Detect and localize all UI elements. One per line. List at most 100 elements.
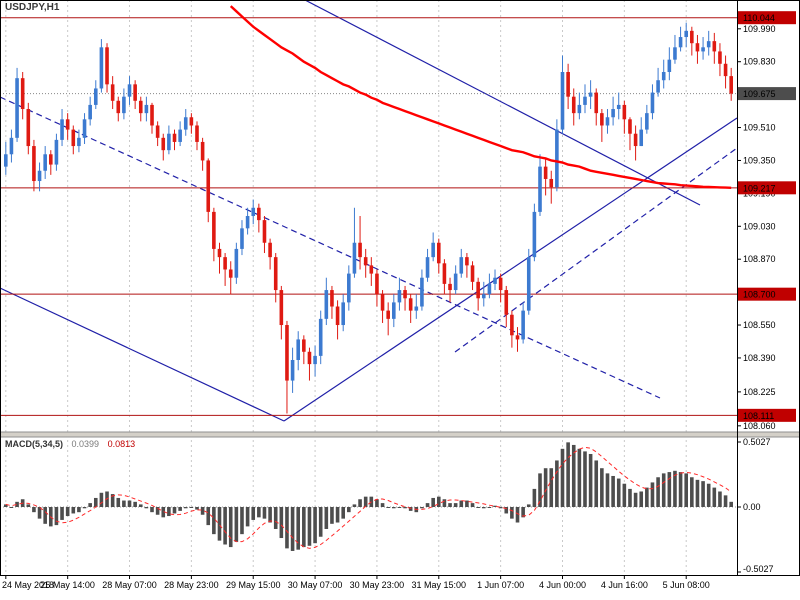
price-tick-label: 108.870 xyxy=(743,254,776,264)
candle-body xyxy=(459,257,464,274)
candle-body xyxy=(363,257,368,266)
candle-body xyxy=(633,133,638,147)
macd-bar xyxy=(380,503,385,507)
candle-body xyxy=(240,228,244,249)
macd-bar xyxy=(82,507,87,509)
candle-body xyxy=(155,125,160,138)
macd-bar xyxy=(526,504,531,507)
level-badge-label: 109.217 xyxy=(743,183,776,193)
macd-bar xyxy=(695,479,700,507)
candle-body xyxy=(65,119,70,130)
price-tick-label: 108.060 xyxy=(743,421,776,431)
candle-body xyxy=(420,277,424,307)
candle-body xyxy=(577,104,582,114)
macd-bar xyxy=(71,507,76,514)
macd-bar xyxy=(476,507,480,508)
price-tick-label: 108.390 xyxy=(743,353,776,363)
candle-body xyxy=(88,104,92,120)
level-badge xyxy=(738,181,796,195)
candle-body xyxy=(555,129,559,188)
candle-body xyxy=(178,129,182,142)
candle-body xyxy=(628,119,632,134)
candle-body xyxy=(200,141,205,161)
candle-body xyxy=(206,160,211,212)
macd-bar xyxy=(127,500,132,507)
candle-body xyxy=(302,339,306,352)
macd-layer xyxy=(0,442,737,551)
macd-bar xyxy=(245,507,250,527)
macd-bar xyxy=(448,503,452,507)
time-axis-label: 24 May 2018 xyxy=(2,580,54,590)
macd-bar xyxy=(273,507,278,529)
price-tick-label: 109.510 xyxy=(743,123,776,133)
macd-bar xyxy=(667,472,672,507)
candle-body xyxy=(375,273,379,295)
macd-bar xyxy=(122,500,126,507)
ma-layer xyxy=(229,5,732,190)
macd-bar xyxy=(223,507,227,545)
price-tick-label: 108.225 xyxy=(743,387,776,397)
candle-body xyxy=(470,265,475,282)
price-axis[interactable]: 109.990109.830109.510109.350109.190109.0… xyxy=(737,11,796,574)
macd-bar xyxy=(577,448,582,507)
trendline xyxy=(0,287,285,422)
macd-bar xyxy=(195,507,199,510)
macd-bar xyxy=(650,482,655,507)
macd-bar xyxy=(183,507,188,509)
candle-body xyxy=(77,137,81,147)
candle-body xyxy=(566,72,570,97)
macd-bar xyxy=(633,492,638,507)
macd-bar xyxy=(296,507,301,550)
level-badge xyxy=(738,287,796,301)
macd-bar xyxy=(93,497,98,507)
macd-bar xyxy=(661,473,666,507)
time-axis-label: 5 Jun 08:00 xyxy=(663,580,710,590)
macd-bar xyxy=(690,477,694,507)
macd-bar xyxy=(285,507,289,549)
macd-axis-label: -0.5027 xyxy=(743,564,774,574)
candle-body xyxy=(195,125,199,142)
candle-body xyxy=(538,166,542,212)
candle-body xyxy=(442,263,447,284)
macd-bar xyxy=(138,504,143,507)
candle-body xyxy=(611,109,615,118)
macd-bar xyxy=(363,496,368,507)
macd-bar xyxy=(555,460,559,507)
candle-body xyxy=(431,242,435,258)
macd-bar xyxy=(307,507,312,546)
macd-bar xyxy=(532,488,537,507)
macd-bar xyxy=(639,491,644,507)
candle-body xyxy=(105,47,109,85)
macd-indicator-label: MACD(5,34,5) 0.0399 0.0813 xyxy=(5,439,135,449)
candle-body xyxy=(189,117,194,126)
macd-bar xyxy=(622,483,627,507)
candle-body xyxy=(20,78,25,110)
macd-bar xyxy=(560,448,565,507)
candle-body xyxy=(661,72,666,81)
macd-bar xyxy=(611,475,615,507)
macd-bar xyxy=(335,507,340,523)
macd-bar xyxy=(628,488,632,507)
time-axis-label: 30 May 07:00 xyxy=(288,580,343,590)
macd-bar xyxy=(515,507,520,523)
macd-bar xyxy=(251,507,256,520)
candle-body xyxy=(273,257,278,291)
level-badge xyxy=(738,11,796,25)
pane-separator[interactable] xyxy=(0,432,800,437)
macd-bar xyxy=(150,507,154,513)
macd-bar xyxy=(718,491,722,507)
macd-bar xyxy=(9,507,14,508)
macd-signal-line xyxy=(5,446,732,549)
candle-body xyxy=(234,248,239,278)
trendline xyxy=(304,0,701,206)
macd-bar xyxy=(684,473,689,507)
macd-bar xyxy=(616,478,621,507)
candle-body xyxy=(403,290,407,299)
candle-body xyxy=(414,306,419,311)
macd-bar xyxy=(189,507,194,508)
candle-body xyxy=(369,265,374,274)
macd-bar xyxy=(420,507,424,509)
candle-body xyxy=(48,154,53,165)
